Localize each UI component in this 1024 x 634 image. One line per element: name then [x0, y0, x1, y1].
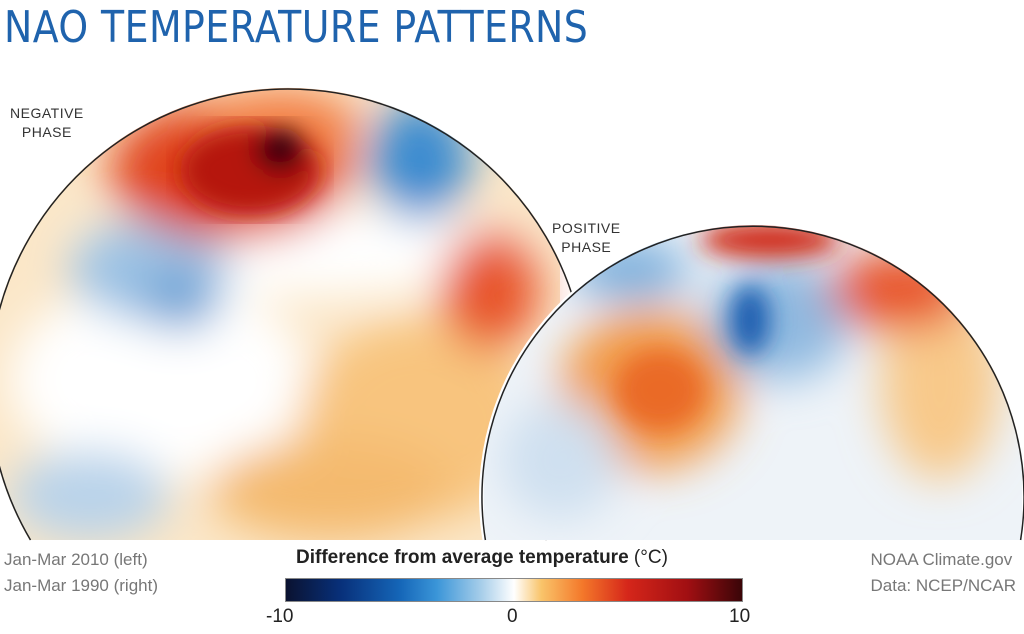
label-line: POSITIVE: [552, 220, 621, 236]
globe-negative-phase: [0, 87, 588, 541]
credit-data: Data: NCEP/NCAR: [870, 576, 1016, 595]
positive-phase-label: POSITIVE PHASE: [552, 219, 621, 257]
globe-positive-phase: [479, 223, 1024, 541]
credit-source: NOAA Climate.gov: [870, 550, 1013, 569]
negative-phase-label: NEGATIVE PHASE: [10, 104, 84, 142]
label-line: PHASE: [561, 239, 612, 255]
colorbar: [285, 578, 743, 602]
legend-title-text: Difference from average temperature: [296, 547, 629, 568]
tick-mid: 0: [507, 606, 518, 627]
period-left: Jan-Mar 2010 (left): [4, 550, 148, 569]
globe-maps: [0, 87, 1024, 541]
credits: NOAA Climate.gov Data: NCEP/NCAR: [871, 547, 1016, 599]
period-right: Jan-Mar 1990 (right): [4, 576, 159, 595]
label-line: PHASE: [21, 124, 72, 140]
tick-max: 10: [729, 606, 751, 627]
legend-unit: (°C): [633, 547, 668, 568]
label-line: NEGATIVE: [10, 105, 84, 121]
legend-title: Difference from average temperature (°C): [296, 547, 668, 569]
tick-min: -10: [266, 606, 294, 627]
period-notes: Jan-Mar 2010 (left) Jan-Mar 1990 (right): [4, 547, 158, 599]
page-title: NAO TEMPERATURE PATTERNS: [4, 2, 589, 53]
